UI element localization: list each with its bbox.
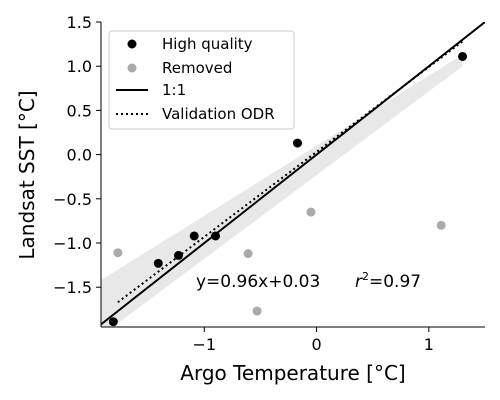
confidence-band [101,54,463,327]
legend-marker-removed [127,63,137,73]
y-tick-label: −0.5 [53,190,92,209]
y-tick-label: 0.5 [67,101,92,120]
point-removed [252,306,262,316]
x-axis-label: Argo Temperature [°C] [180,361,405,385]
point-removed [436,220,446,230]
r2-annotation: r2=0.97 [355,270,421,292]
legend-label-removed: Removed [162,59,232,77]
point-layer [108,51,468,327]
y-axis-label: Landsat SST [°C] [15,90,39,259]
point-removed [113,248,123,258]
point-removed [306,207,316,217]
x-ticks: −1 0 1 [193,327,434,354]
point-high-quality [458,51,468,61]
fit-equation: y=0.96x+0.03 [196,272,320,292]
y-tick-label: −1.5 [53,278,92,297]
y-tick-label: 1.5 [67,13,92,32]
point-high-quality [108,317,118,327]
r2-superscript: 2 [362,270,369,283]
point-high-quality [173,250,183,260]
line-layer [101,22,485,326]
series-line-validation-odr [117,40,464,304]
x-tick-label: 0 [311,335,321,354]
legend-label-validation-odr: Validation ODR [162,105,275,123]
legend-label-high-quality: High quality [162,35,253,53]
confidence-band-layer [101,54,463,327]
y-tick-label: 1.0 [67,57,92,76]
x-tick-label: 1 [424,335,434,354]
point-removed [243,249,253,259]
legend-marker-high-quality [127,39,137,49]
point-high-quality [189,231,199,241]
y-tick-label: 0.0 [67,146,92,165]
r2-value: =0.97 [369,272,421,292]
point-high-quality [211,231,221,241]
y-ticks: −1.5 −1.0 −0.5 0.0 0.5 1.0 1.5 [53,13,101,297]
point-high-quality [292,138,302,148]
x-tick-label: −1 [193,335,217,354]
point-high-quality [153,258,163,268]
legend-frame [108,30,295,130]
legend-label-one-to-one: 1:1 [162,81,186,99]
y-tick-label: −1.0 [53,234,92,253]
r2-symbol: r [355,272,363,292]
legend: High quality Removed 1:1 Validation ODR [108,30,295,130]
